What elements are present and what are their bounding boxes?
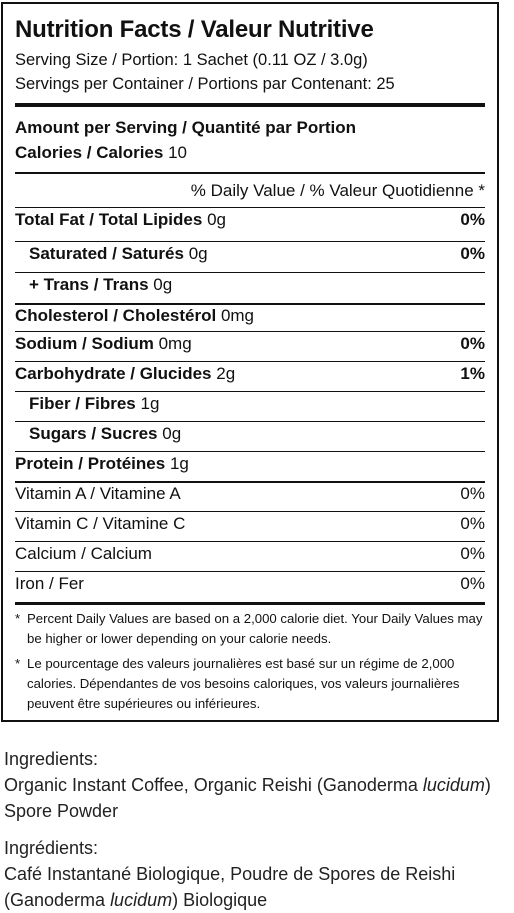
nutrient-name: Protein / Protéines	[15, 454, 166, 473]
medium-divider	[15, 172, 485, 174]
ingredients-text: Organic Instant Coffee, Organic Reishi (…	[4, 775, 491, 821]
nutrition-facts-panel: Nutrition Facts / Valeur Nutritive Servi…	[1, 2, 499, 722]
nutrient-row-fiber: Fiber / Fibres 1g	[15, 391, 485, 420]
serving-size: Serving Size / Portion: 1 Sachet (0.11 O…	[15, 51, 368, 69]
nutrient-amount: 0g	[162, 424, 182, 443]
ingredients-english: Ingredients: Organic Instant Coffee, Org…	[4, 746, 510, 824]
footnote-asterisk: *	[15, 656, 21, 671]
footnote-french: * Le pourcentage des valeurs journalière…	[15, 654, 485, 714]
nutrient-name: Total Fat / Total Lipides	[15, 210, 203, 229]
ingredients-french: Ingrédients: Café Instantané Biologique,…	[4, 835, 510, 913]
nutrient-name: Sodium / Sodium	[15, 334, 154, 353]
vitamin-row-c: Vitamin C / Vitamine C 0%	[15, 511, 485, 540]
nutrient-dv: 0%	[460, 210, 485, 229]
nutrient-row-cholesterol: Cholesterol / Cholestérol 0mg	[15, 303, 485, 332]
nutrient-dv: 0%	[460, 244, 485, 263]
nutrient-name: Carbohydrate / Glucides	[15, 364, 212, 383]
vitamin-row-iron: Iron / Fer 0%	[15, 571, 485, 600]
vitamin-dv: 0%	[460, 484, 485, 503]
nutrient-amount: 0mg	[158, 334, 192, 353]
nutrient-row-saturated: Saturated / Saturés 0g 0%	[15, 241, 485, 270]
nutrient-row-sugars: Sugars / Sucres 0g	[15, 421, 485, 450]
footnote-asterisk: *	[15, 611, 21, 626]
vitamin-name: Iron / Fer	[15, 574, 84, 593]
vitamin-dv: 0%	[460, 574, 485, 593]
nutrient-amount: 0mg	[220, 306, 255, 325]
footnote-divider	[15, 602, 485, 605]
ingredients-text: Café Instantané Biologique, Poudre de Sp…	[4, 864, 456, 910]
vitamin-name: Calcium / Calcium	[15, 544, 152, 563]
nutrient-name: Sugars / Sucres	[29, 424, 158, 443]
daily-value-header: % Daily Value / % Valeur Quotidienne *	[190, 181, 485, 200]
nutrient-amount: 2g	[216, 364, 236, 383]
nutrient-name: Saturated / Saturés	[29, 244, 184, 263]
nutrient-amount: 0g	[153, 275, 173, 294]
species-italic: lucidum	[422, 775, 485, 795]
ingredients-heading: Ingredients:	[4, 749, 99, 769]
nutrient-dv: 1%	[460, 364, 485, 383]
nutrient-row-total-fat: Total Fat / Total Lipides 0g 0%	[15, 207, 485, 236]
calories-value: 10	[168, 143, 187, 162]
nutrient-row-protein: Protein / Protéines 1g	[15, 451, 485, 480]
nutrient-row-trans: + Trans / Trans 0g	[15, 272, 485, 301]
nutrient-name: Fiber / Fibres	[29, 394, 136, 413]
thick-divider	[15, 103, 485, 107]
nutrient-row-carbohydrate: Carbohydrate / Glucides 2g 1%	[15, 361, 485, 390]
amount-per-serving: Amount per Serving / Quantité par Portio…	[15, 118, 356, 137]
footnote-text: Percent Daily Values are based on a 2,00…	[27, 611, 483, 646]
nutrient-amount: 1g	[140, 394, 160, 413]
vitamin-row-a: Vitamin A / Vitamine A 0%	[15, 481, 485, 510]
nutrient-amount: 0g	[207, 210, 226, 229]
nutrient-amount: 1g	[169, 454, 189, 473]
ingredients-heading: Ingrédients:	[4, 838, 99, 858]
servings-per-container: Servings per Container / Portions par Co…	[15, 75, 395, 93]
vitamin-name: Vitamin A / Vitamine A	[15, 484, 181, 503]
nutrient-amount: 0g	[188, 244, 208, 263]
nutrition-title: Nutrition Facts / Valeur Nutritive	[15, 16, 374, 43]
nutrient-name: Cholesterol / Cholestérol	[15, 306, 217, 325]
vitamin-name: Vitamin C / Vitamine C	[15, 514, 186, 533]
vitamin-dv: 0%	[460, 544, 485, 563]
species-italic: lucidum	[110, 890, 173, 910]
nutrient-name: + Trans / Trans	[29, 275, 149, 294]
calories-label: Calories / Calories	[15, 143, 164, 162]
vitamin-row-calcium: Calcium / Calcium 0%	[15, 541, 485, 570]
nutrient-row-sodium: Sodium / Sodium 0mg 0%	[15, 331, 485, 360]
footnote-english: * Percent Daily Values are based on a 2,…	[15, 609, 485, 649]
footnote-text: Le pourcentage des valeurs journalières …	[27, 656, 460, 711]
nutrient-dv: 0%	[460, 334, 485, 353]
calories-line: Calories / Calories 10	[15, 143, 485, 163]
vitamin-dv: 0%	[460, 514, 485, 533]
